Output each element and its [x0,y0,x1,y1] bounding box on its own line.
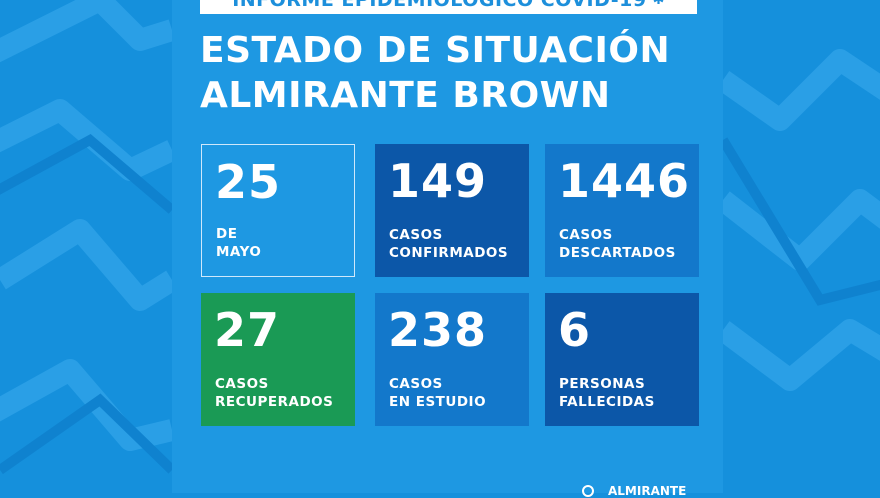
logo-icon [582,485,594,497]
virus-icon: ✱ [652,0,665,8]
discarded-cases-count: 1446 [558,154,691,208]
discarded-label-line2: DESCARTADOS [559,245,676,261]
report-banner: INFORME EPIDEMIOLÓGICO COVID-19 ✱ [200,0,697,14]
deceased-count: 6 [558,303,592,357]
confirmed-label-line2: CONFIRMADOS [389,245,509,261]
under-study-cases-card: 238 CASOS EN ESTUDIO [375,293,529,426]
confirmed-cases-label: CASOS CONFIRMADOS [389,226,508,262]
discarded-cases-card: 1446 CASOS DESCARTADOS [545,144,699,277]
banner-text: INFORME EPIDEMIOLÓGICO COVID-19 [232,0,647,11]
date-card: 25 DE MAYO [201,144,355,277]
deceased-label: PERSONAS FALLECIDAS [559,375,655,411]
under-study-cases-label: CASOS EN ESTUDIO [389,375,486,411]
recovered-cases-count: 27 [214,303,281,357]
recovered-label-line1: CASOS [215,376,269,392]
under-study-cases-count: 238 [388,303,488,357]
discarded-label-line1: CASOS [559,227,613,243]
confirmed-label-line1: CASOS [389,227,443,243]
date-day: 25 [215,155,282,209]
date-label-line1: DE [216,226,238,242]
recovered-label-line2: RECUPERADOS [215,394,334,410]
municipality-logo: ALMIRANTE [582,484,686,498]
deceased-card: 6 PERSONAS FALLECIDAS [545,293,699,426]
under-study-label-line1: CASOS [389,376,443,392]
page-title-line1: ESTADO DE SITUACIÓN [200,30,671,71]
deceased-label-line1: PERSONAS [559,376,646,392]
deceased-label-line2: FALLECIDAS [559,394,655,410]
page-title-line2: ALMIRANTE BROWN [200,75,611,116]
confirmed-cases-card: 149 CASOS CONFIRMADOS [375,144,529,277]
recovered-cases-label: CASOS RECUPERADOS [215,375,333,411]
discarded-cases-label: CASOS DESCARTADOS [559,226,676,262]
logo-text: ALMIRANTE [608,484,687,498]
under-study-label-line2: EN ESTUDIO [389,394,487,410]
date-label-line2: MAYO [216,244,262,260]
confirmed-cases-count: 149 [388,154,488,208]
date-label: DE MAYO [216,225,261,261]
recovered-cases-card: 27 CASOS RECUPERADOS [201,293,355,426]
